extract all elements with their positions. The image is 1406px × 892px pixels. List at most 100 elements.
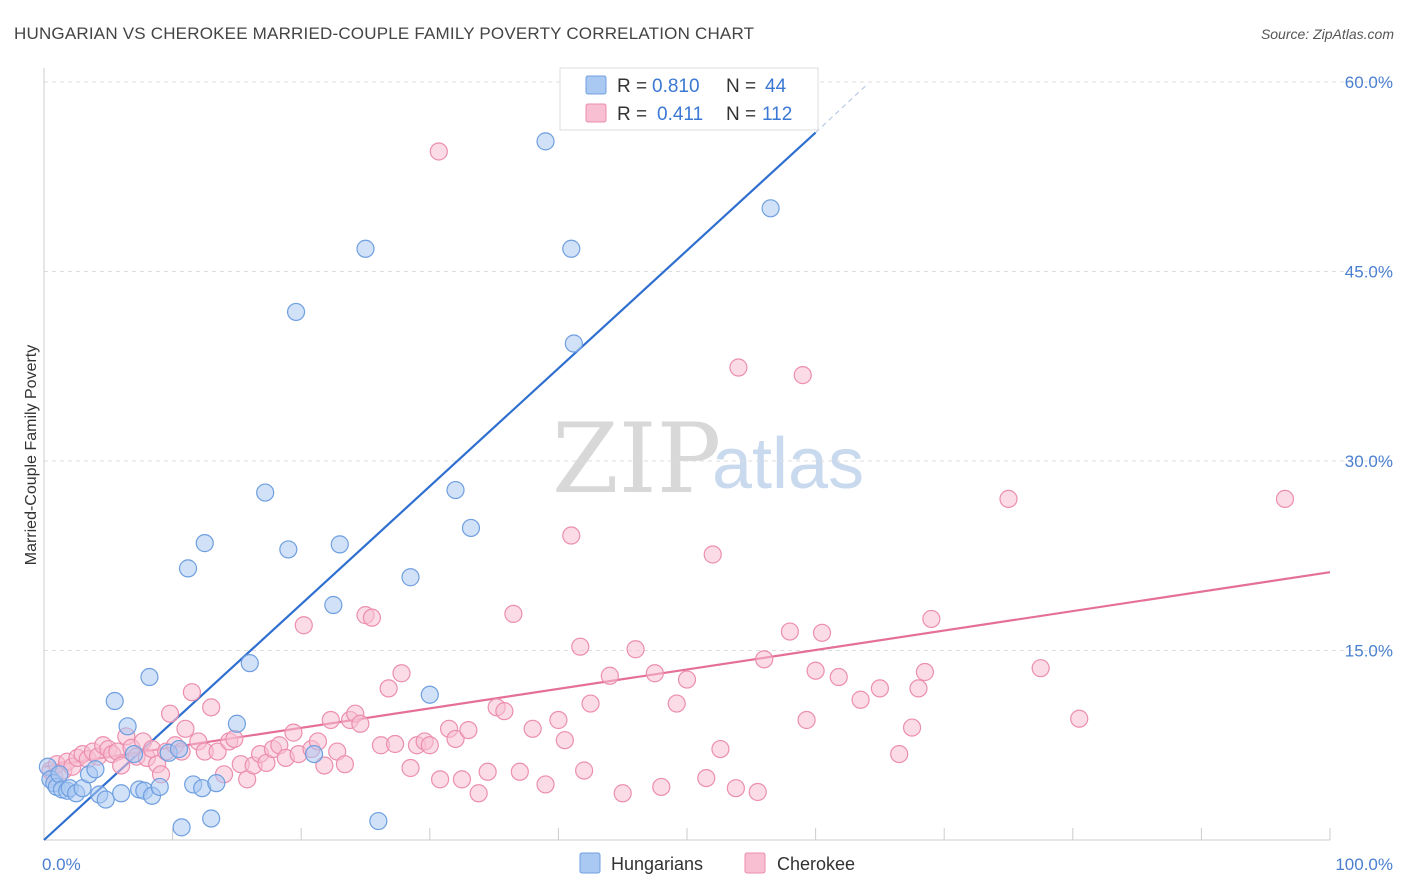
cherokee-point (182, 683, 201, 702)
hungarian-point (202, 809, 221, 828)
watermark: ZIP atlas (552, 403, 864, 515)
cherokee-point (711, 739, 730, 759)
y-axis-label: Married-Couple Family Poverty (23, 345, 40, 566)
cherokee-point (902, 718, 922, 737)
hungarian-point (169, 739, 189, 759)
cherokee-point (575, 761, 594, 780)
cherokee-point (600, 666, 619, 685)
cherokee-n-value: 112 (762, 104, 792, 125)
hungarian-point (96, 790, 115, 809)
hungarian-legend-swatch (585, 75, 607, 95)
hungarian-point (562, 239, 581, 258)
hungarian-point (446, 480, 465, 500)
hungarian-point (324, 595, 343, 615)
cherokee-point (536, 775, 555, 794)
cherokee-point (335, 755, 355, 774)
hungarian-point (356, 239, 375, 258)
y-tick-labels: 15.0% 30.0% 45.0% 60.0% (1345, 73, 1393, 661)
hungarian-point (420, 685, 439, 704)
cherokee-point (420, 736, 439, 755)
watermark-zip: ZIP (552, 403, 721, 515)
hungarian-point (207, 774, 226, 793)
cherokee-point (652, 777, 671, 797)
cherokee-legend-label: Cherokee (777, 854, 855, 874)
cherokee-legend-swatch (585, 103, 607, 123)
hungarian-point (256, 483, 275, 502)
hungarian-point (105, 691, 124, 711)
cherokee-point (452, 770, 472, 789)
cherokee-point (385, 734, 405, 754)
cherokee-point (915, 662, 935, 682)
cherokee-point (1031, 659, 1050, 678)
cherokee-point (362, 608, 382, 627)
cherokee-point (626, 640, 645, 659)
hungarian-point (461, 518, 481, 538)
hungarian-point (564, 334, 583, 353)
cherokee-point (459, 720, 478, 740)
grid-lines (44, 81, 1392, 651)
hungarian-n-label: N = (726, 76, 756, 97)
hungarian-point (227, 714, 246, 733)
cherokee-point (430, 770, 450, 789)
cherokee-point (890, 744, 909, 764)
cherokee-point (510, 762, 529, 781)
cherokee-r-label: R = (617, 104, 647, 125)
cherokee-point (225, 729, 244, 749)
cherokee-point (748, 782, 767, 802)
cherokee-point (755, 650, 774, 669)
cherokee-point (562, 526, 581, 545)
cherokee-point (797, 710, 816, 730)
y-tick-label-1: 30.0% (1345, 452, 1393, 471)
y-tick-label-0: 15.0% (1345, 642, 1393, 661)
cherokee-trend-line (43, 571, 1331, 768)
cherokee-point (176, 719, 195, 738)
cherokee-point (321, 710, 340, 730)
cherokee-point (1275, 489, 1295, 508)
cherokee-point (581, 694, 600, 713)
cherokee-point (571, 637, 590, 656)
cherokee-point (909, 679, 928, 698)
cherokee-point (351, 714, 370, 733)
cherokee-point (812, 623, 832, 642)
cherokee-point (726, 779, 745, 798)
y-tick-label-2: 45.0% (1345, 263, 1393, 282)
hungarian-n-value: 44 (765, 76, 787, 97)
hungarians-legend-swatch (579, 852, 601, 874)
cherokee-point (469, 784, 488, 803)
cherokee-point (729, 358, 748, 377)
hungarian-point (172, 818, 191, 837)
hungarian-point (124, 744, 144, 764)
cherokee-point (806, 661, 825, 680)
hungarian-point (178, 559, 198, 578)
hungarian-r-label: R = (617, 76, 647, 97)
hungarian-point (304, 744, 324, 764)
cherokee-point (555, 731, 574, 750)
hungarian-point (401, 568, 420, 587)
cherokee-point (922, 609, 941, 629)
hungarian-point (240, 654, 259, 673)
hungarian-point (86, 760, 105, 779)
cherokee-point (697, 768, 716, 788)
hungarian-point (195, 534, 214, 553)
axes (43, 68, 1331, 841)
x-tick-labels: 0.0% 100.0% (42, 855, 1393, 874)
cherokee-point (401, 758, 420, 778)
hungarian-points (38, 132, 780, 837)
cherokee-point (504, 604, 523, 623)
x-tick-label-1: 100.0% (1335, 855, 1393, 874)
hungarian-point (279, 540, 298, 559)
cherokee-point (495, 702, 514, 721)
cherokee-point (829, 667, 848, 687)
cherokee-point (703, 545, 722, 564)
cherokee-point (793, 365, 812, 385)
hungarians-legend-label: Hungarians (611, 854, 703, 874)
watermark-atlas: atlas (712, 424, 864, 504)
series-legend: Hungarians Cherokee (579, 852, 855, 874)
hungarian-trend-extension (815, 84, 868, 133)
cherokee-point (202, 698, 221, 717)
hungarian-point (536, 132, 555, 151)
cherokee-point (446, 729, 465, 749)
chart-source: Source: ZipAtlas.com (1261, 26, 1394, 42)
cherokee-point (780, 622, 799, 641)
cherokee-point (1070, 709, 1089, 728)
